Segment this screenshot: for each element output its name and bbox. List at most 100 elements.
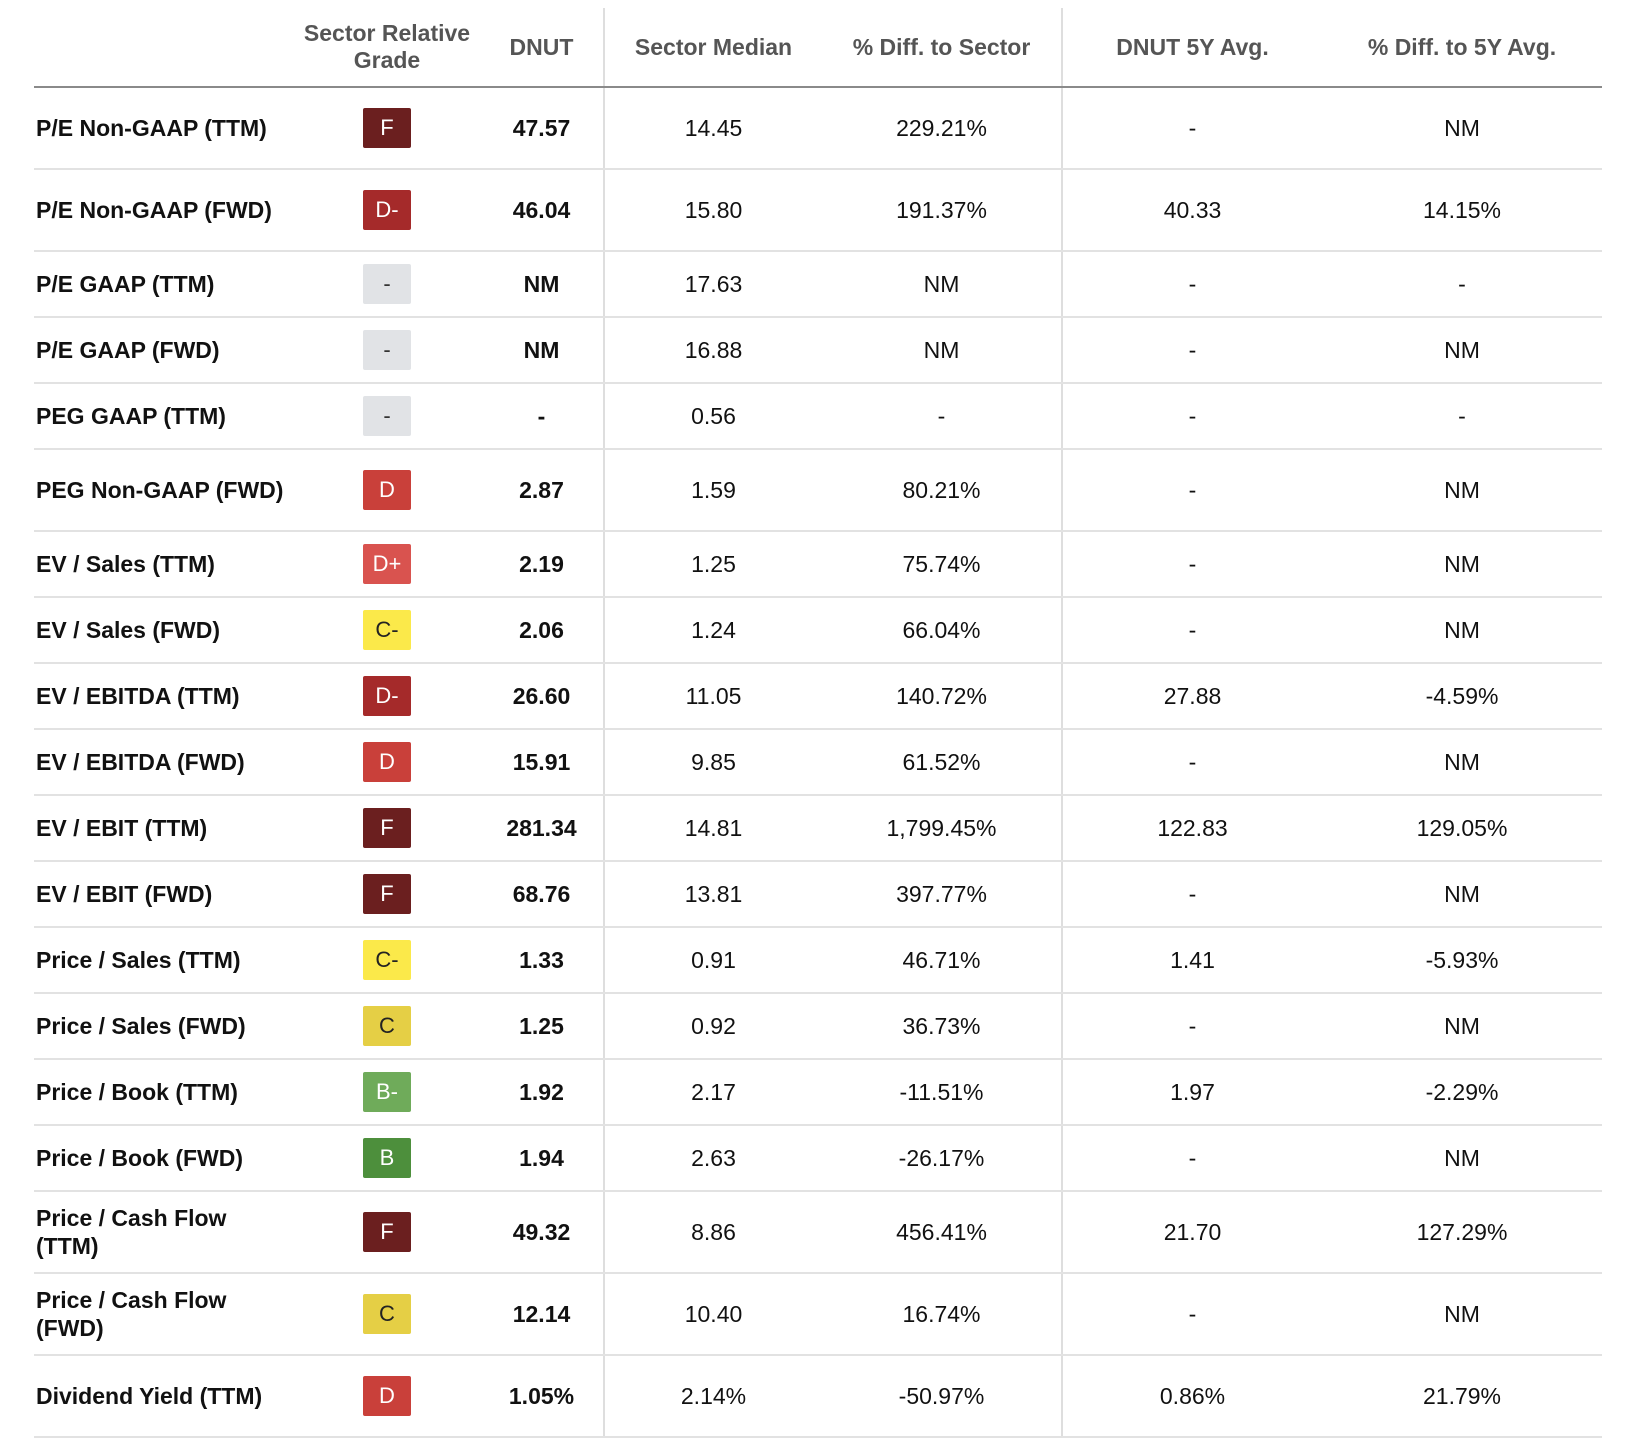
metric-label: P/E GAAP (TTM) — [34, 251, 294, 318]
grade-cell: B — [294, 1125, 480, 1192]
grade-badge[interactable]: - — [363, 330, 411, 370]
grade-badge[interactable]: D — [363, 1376, 411, 1416]
grade-cell: D — [294, 729, 480, 796]
valuation-table: Sector Relative Grade DNUT Sector Median… — [34, 8, 1602, 1438]
sector-median-value: 0.91 — [604, 927, 822, 994]
grade-cell: F — [294, 87, 480, 170]
valuation-table-container: Sector Relative Grade DNUT Sector Median… — [34, 8, 1602, 1438]
header-dnut[interactable]: DNUT — [480, 8, 605, 88]
table-row: PEG GAAP (TTM) - -0.56- - - — [34, 383, 1602, 450]
metric-label: Price / Cash Flow (TTM) — [34, 1191, 294, 1274]
grade-badge[interactable]: F — [363, 808, 411, 848]
grade-badge[interactable]: F — [363, 108, 411, 148]
sector-median-value: 1.25 — [604, 531, 822, 598]
avg-5y-value: - — [1062, 317, 1322, 384]
diff-sector-value: 61.52% — [822, 729, 1063, 796]
grade-badge[interactable]: B- — [363, 1072, 411, 1112]
metric-label: PEG GAAP (TTM) — [34, 383, 294, 450]
metric-label: EV / EBIT (FWD) — [34, 861, 294, 928]
diff-5y-value: 14.15% — [1322, 169, 1602, 252]
header-diff-5y[interactable]: % Diff. to 5Y Avg. — [1322, 8, 1602, 88]
avg-5y-value: 122.83 — [1062, 795, 1322, 862]
diff-sector-value: 191.37% — [822, 169, 1063, 252]
grade-badge[interactable]: - — [363, 264, 411, 304]
grade-cell: B- — [294, 1059, 480, 1126]
diff-5y-value: NM — [1322, 861, 1602, 928]
grade-badge[interactable]: - — [363, 396, 411, 436]
metric-label: Dividend Yield (TTM) — [34, 1355, 294, 1438]
metric-label: EV / EBIT (TTM) — [34, 795, 294, 862]
grade-badge[interactable]: D — [363, 470, 411, 510]
header-diff-sector[interactable]: % Diff. to Sector — [822, 8, 1063, 88]
header-grade[interactable]: Sector Relative Grade — [294, 8, 480, 88]
diff-5y-value: NM — [1322, 449, 1602, 532]
grade-cell: D+ — [294, 531, 480, 598]
grade-badge[interactable]: C — [363, 1006, 411, 1046]
table-row: EV / EBIT (TTM) F 281.34 14.81 1,799.45% 122.… — [34, 795, 1602, 862]
table-row: Price / Cash Flow (FWD) C 12.14 10.40 16.74%… — [34, 1273, 1602, 1356]
grade-badge[interactable]: C- — [363, 940, 411, 980]
grade-badge[interactable]: D+ — [363, 544, 411, 584]
table-row: EV / Sales (TTM) D+ 2.19 1.25 75.74% - NM — [34, 531, 1602, 598]
table-row: P/E GAAP (TTM) - NM 17.63 NM - - — [34, 251, 1602, 318]
metric-label: P/E GAAP (FWD) — [34, 317, 294, 384]
diff-sector-value: NM — [822, 317, 1063, 384]
dnut-value: 68.76 — [480, 861, 605, 928]
dnut-value: 1.94 — [480, 1125, 605, 1192]
dnut-value: 49.32 — [480, 1191, 605, 1274]
avg-5y-value: - — [1062, 251, 1322, 318]
metric-label: Price / Book (TTM) — [34, 1059, 294, 1126]
grade-badge[interactable]: D- — [363, 190, 411, 230]
table-row: Price / Sales (TTM) C- 1.33 0.91 46.71% 1.41-… — [34, 927, 1602, 994]
grade-badge[interactable]: D- — [363, 676, 411, 716]
dnut-value: - — [480, 383, 605, 450]
avg-5y-value: 1.41 — [1062, 927, 1322, 994]
grade-badge[interactable]: F — [363, 874, 411, 914]
diff-sector-value: 1,799.45% — [822, 795, 1063, 862]
sector-median-value: 15.80 — [604, 169, 822, 252]
grade-badge[interactable]: F — [363, 1212, 411, 1252]
grade-cell: D — [294, 449, 480, 532]
diff-5y-value: NM — [1322, 1273, 1602, 1356]
table-row: EV / EBIT (FWD) F 68.76 13.81 397.77% - NM — [34, 861, 1602, 928]
grade-cell: - — [294, 317, 480, 384]
dnut-value: 1.92 — [480, 1059, 605, 1126]
dnut-value: 26.60 — [480, 663, 605, 730]
table-row: Price / Book (TTM) B- 1.92 2.17 -11.51% 1.97-… — [34, 1059, 1602, 1126]
diff-5y-value: NM — [1322, 597, 1602, 664]
sector-median-value: 11.05 — [604, 663, 822, 730]
diff-sector-value: - — [822, 383, 1063, 450]
sector-median-value: 1.24 — [604, 597, 822, 664]
header-5y-avg[interactable]: DNUT 5Y Avg. — [1062, 8, 1322, 88]
sector-median-value: 2.14% — [604, 1355, 822, 1438]
diff-sector-value: -26.17% — [822, 1125, 1063, 1192]
avg-5y-value: - — [1062, 729, 1322, 796]
grade-cell: C- — [294, 597, 480, 664]
sector-median-value: 17.63 — [604, 251, 822, 318]
diff-sector-value: 16.74% — [822, 1273, 1063, 1356]
dnut-value: 12.14 — [480, 1273, 605, 1356]
avg-5y-value: - — [1062, 383, 1322, 450]
avg-5y-value: 21.70 — [1062, 1191, 1322, 1274]
table-row: Dividend Yield (TTM) D 1.05% 2.14% -50.97% 0.… — [34, 1355, 1602, 1438]
grade-badge[interactable]: C — [363, 1294, 411, 1334]
grade-badge[interactable]: D — [363, 742, 411, 782]
grade-badge[interactable]: C- — [363, 610, 411, 650]
metric-label: Price / Sales (FWD) — [34, 993, 294, 1060]
dnut-value: 2.06 — [480, 597, 605, 664]
diff-5y-value: -2.29% — [1322, 1059, 1602, 1126]
dnut-value: 1.25 — [480, 993, 605, 1060]
metric-label: EV / Sales (TTM) — [34, 531, 294, 598]
grade-cell: - — [294, 383, 480, 450]
grade-badge[interactable]: B — [363, 1138, 411, 1178]
metric-label: Price / Sales (TTM) — [34, 927, 294, 994]
header-sector-median[interactable]: Sector Median — [604, 8, 822, 88]
dnut-value: 47.57 — [480, 87, 605, 170]
table-body: P/E Non-GAAP (TTM) F 47.57 14.45 229.21% - NM P… — [34, 87, 1602, 1438]
grade-cell: F — [294, 1191, 480, 1274]
metric-label: EV / EBITDA (TTM) — [34, 663, 294, 730]
metric-label: Price / Book (FWD) — [34, 1125, 294, 1192]
grade-cell: F — [294, 861, 480, 928]
avg-5y-value: 40.33 — [1062, 169, 1322, 252]
diff-sector-value: -11.51% — [822, 1059, 1063, 1126]
